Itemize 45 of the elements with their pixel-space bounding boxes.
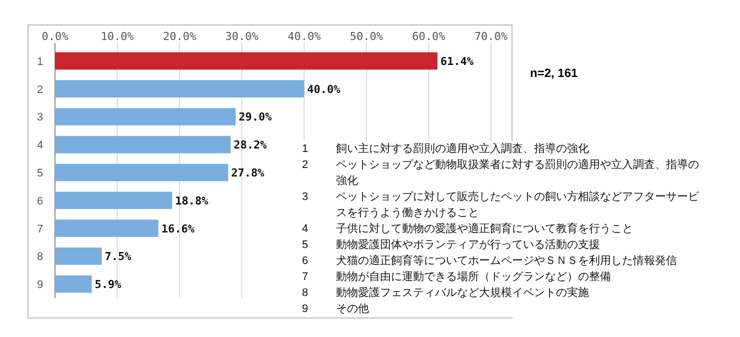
data-label: 27.8% — [231, 166, 265, 180]
y-tick-label: 6 — [36, 195, 44, 208]
y-tick-label: 1 — [36, 56, 44, 68]
text: 5 動物愛護団体やボランティアが行っている活動の支援 — [302, 239, 600, 251]
y-tick-label: 5 — [36, 168, 44, 180]
bar — [55, 52, 438, 70]
data-label: 40.0% — [307, 82, 341, 96]
data-label: 7.5% — [104, 250, 132, 264]
x-tick-label: 0.0% — [42, 30, 69, 43]
x-tick-label: 10.0% — [100, 30, 134, 43]
text: 1 飼い主に対する罰則の適用や立入調査、指導の強化 — [302, 143, 589, 155]
bar — [55, 248, 102, 265]
text: 4 子供に対して動物の愛護や適正飼育について教育を行うこと — [302, 223, 633, 235]
x-tick-label: 50.0% — [350, 30, 384, 43]
y-tick-label: 8 — [36, 251, 44, 264]
bar — [55, 192, 172, 210]
data-label: 18.8% — [175, 194, 209, 208]
bar — [55, 164, 228, 182]
data-label: 16.6% — [161, 222, 195, 236]
data-label: 29.0% — [238, 110, 272, 124]
text: 9 その他 — [302, 303, 369, 315]
y-tick-label: 3 — [36, 112, 44, 124]
x-tick-label: 40.0% — [288, 30, 322, 43]
bar — [55, 275, 92, 293]
text: n=2, 161 — [530, 66, 578, 80]
x-tick-label: 20.0% — [163, 30, 196, 43]
text: 8 動物愛護フェスティバルなど大規模イベントの実施 — [302, 287, 589, 299]
bar — [55, 136, 231, 154]
bar — [55, 80, 304, 98]
bar — [55, 108, 236, 126]
text: 7 動物が自由に運動できる場所（ドッグランなど）の整備 — [302, 271, 611, 283]
y-tick-label: 4 — [36, 140, 44, 152]
data-label: 28.2% — [234, 138, 268, 152]
text: 2 ペットショップなど動物取扱業者に対する罰則の適用や立入調査、指導の強化 — [302, 159, 699, 187]
data-label: 5.9% — [94, 278, 122, 292]
x-tick-label: 70.0% — [474, 30, 508, 43]
bar — [55, 220, 158, 237]
data-label: 61.4% — [440, 54, 474, 68]
x-tick-label: 60.0% — [412, 30, 446, 43]
text: 6 犬猫の適正飼育等についてホームページやＳＮＳを利用した情報発信 — [302, 255, 677, 267]
y-tick-label: 9 — [36, 279, 44, 292]
text: 3 ペットショップに対して販売したペットの飼い方相談などアフターサービスを行うよう働きかけること — [302, 191, 699, 219]
x-tick-label: 30.0% — [225, 30, 259, 43]
y-tick-label: 2 — [36, 84, 44, 96]
y-tick-label: 7 — [36, 223, 44, 236]
